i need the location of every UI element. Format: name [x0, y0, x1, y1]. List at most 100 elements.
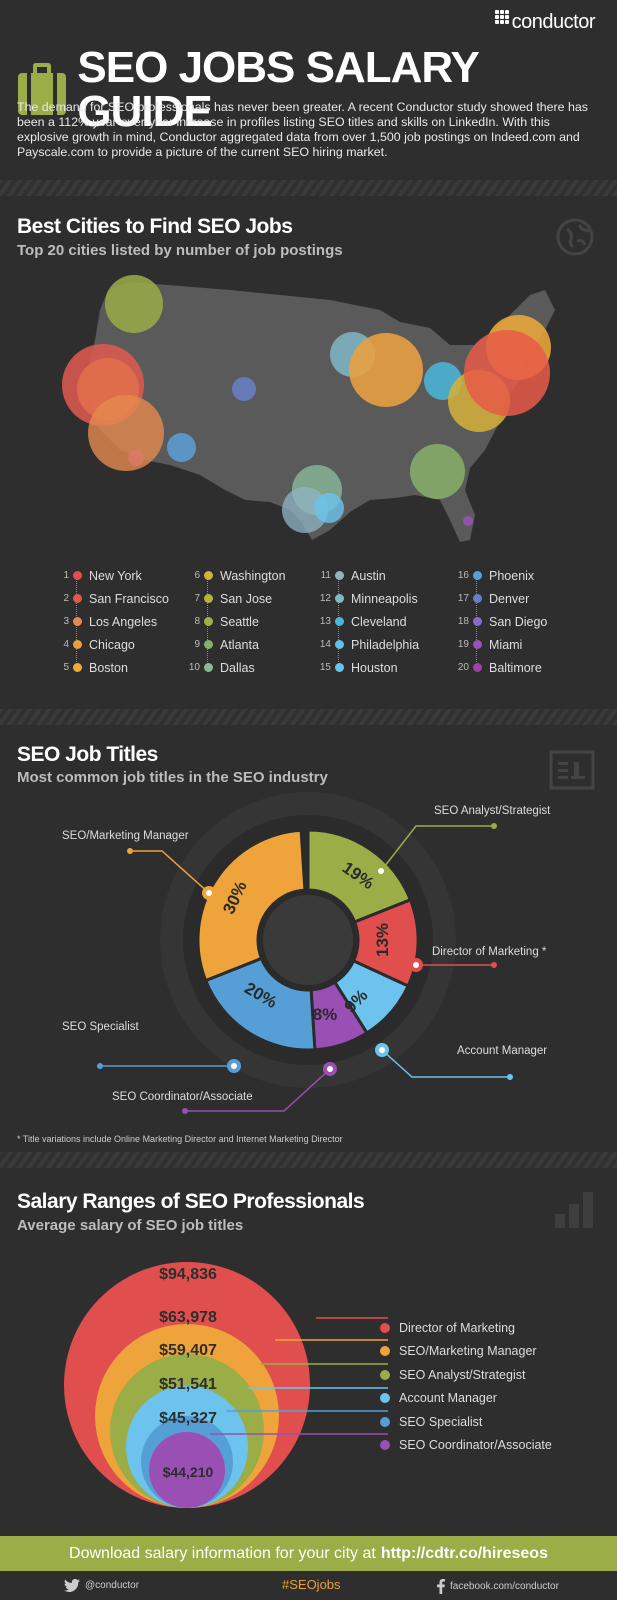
- city-dot-icon: [204, 571, 213, 580]
- cta-banner: Download salary information for your cit…: [0, 1536, 617, 1571]
- city-dot-icon: [473, 571, 482, 580]
- us-bubble-map: [0, 250, 617, 550]
- bubble-san-diego: [128, 450, 144, 466]
- city-list-item: 19 Miami: [457, 637, 523, 652]
- globe-icon: [555, 217, 595, 262]
- salary-subtitle: Average salary of SEO job titles: [17, 1217, 244, 1234]
- briefcase-icon: [18, 63, 66, 115]
- city-list-column-3: 11 Austin 12 Minneapolis 13 Cleveland 14 Phi…: [314, 564, 444, 679]
- city-dot-icon: [73, 617, 82, 626]
- city-dot-icon: [204, 663, 213, 672]
- label-account-manager: Account Manager: [457, 1045, 548, 1057]
- city-list-item: 5 Boston: [63, 660, 128, 675]
- city-list-item: 1 New York: [63, 568, 142, 583]
- legend-dot-icon: [380, 1440, 390, 1451]
- bar-chart-icon: [553, 1190, 595, 1233]
- svg-text:13%: 13%: [373, 923, 392, 957]
- city-list-item: 9 Atlanta: [194, 637, 259, 652]
- facebook-icon: [437, 1579, 445, 1594]
- cities-subtitle: Top 20 cities listed by number of job po…: [17, 242, 343, 259]
- bubble-new-york: [464, 330, 550, 416]
- legend-item: Director of Marketing: [380, 1316, 552, 1340]
- city-dot-icon: [335, 640, 344, 649]
- salary-nested-circles-chart: [64, 1262, 388, 1508]
- titles-title: SEO Job Titles: [17, 743, 158, 766]
- bubble-phoenix: [167, 433, 196, 462]
- conductor-logo: conductor: [494, 10, 596, 34]
- city-list-column-2: 6 Washington 7 San Jose 8 Seattle 9 Atlanta …: [183, 564, 313, 679]
- legend-dot-icon: [380, 1416, 390, 1427]
- legend-item: SEO Coordinator/Associate: [380, 1434, 552, 1458]
- city-dot-icon: [73, 571, 82, 580]
- legend-item: SEO Analyst/Strategist: [380, 1363, 552, 1387]
- cities-title: Best Cities to Find SEO Jobs: [17, 215, 293, 238]
- bubble-seattle: [105, 275, 163, 333]
- legend-dot-icon: [380, 1393, 390, 1404]
- city-list-item: 2 San Francisco: [63, 591, 169, 606]
- city-dot-icon: [73, 594, 82, 603]
- bubble-los-angeles: [88, 395, 164, 471]
- city-list-item: 3 Los Angeles: [63, 614, 158, 629]
- salary-value-analyst: $59,407: [159, 1342, 217, 1359]
- logo-mark-icon: [494, 10, 509, 24]
- label-seo-analyst-strategist: SEO Analyst/Strategist: [434, 805, 551, 817]
- label-director-of-marketing: Director of Marketing *: [432, 946, 547, 958]
- bubble-houston: [314, 493, 344, 523]
- city-dot-icon: [204, 617, 213, 626]
- bubble-denver: [232, 377, 256, 401]
- section-divider: [0, 709, 617, 725]
- city-dot-icon: [335, 594, 344, 603]
- legend-dot-icon: [380, 1369, 390, 1380]
- city-dot-icon: [204, 594, 213, 603]
- city-list-item: 17 Denver: [457, 591, 530, 606]
- salary-value-account: $51,541: [159, 1376, 217, 1393]
- page-title: SEO JOBS SALARY GUIDE: [77, 43, 479, 136]
- title-row: SEO JOBS SALARY GUIDE: [18, 46, 617, 134]
- city-dot-icon: [73, 663, 82, 672]
- cta-text: Download salary information for your cit…: [69, 1544, 376, 1562]
- label-seo-coordinator-associate: SEO Coordinator/Associate: [112, 1091, 253, 1103]
- city-dot-icon: [204, 640, 213, 649]
- job-titles-donut-chart: 19% 13% 9% 8% 20% 30%: [97, 792, 513, 1114]
- city-list-item: 12 Minneapolis: [319, 591, 418, 606]
- hashtag[interactable]: #SEOjobs: [282, 1577, 341, 1592]
- city-dot-icon: [335, 663, 344, 672]
- legend-item: SEO/Marketing Manager: [380, 1340, 552, 1364]
- twitter-link[interactable]: @conductor: [64, 1579, 139, 1592]
- facebook-link[interactable]: facebook.com/conductor: [437, 1579, 559, 1594]
- intro-text: The demand for SEO professionals has nev…: [17, 100, 588, 159]
- city-dot-icon: [473, 594, 482, 603]
- city-list-item: 16 Phoenix: [457, 568, 535, 583]
- city-dot-icon: [473, 617, 482, 626]
- city-dot-icon: [335, 617, 344, 626]
- salary-title: Salary Ranges of SEO Professionals: [17, 1190, 365, 1213]
- city-list-item: 8 Seattle: [194, 614, 259, 629]
- svg-text:8%: 8%: [313, 1005, 338, 1024]
- titles-subtitle: Most common job titles in the SEO indust…: [17, 769, 328, 786]
- legend-dot-icon: [380, 1346, 390, 1357]
- section-divider: [0, 180, 617, 196]
- salary-value-specialist: $45,327: [159, 1410, 217, 1427]
- brand-name: conductor: [511, 11, 596, 33]
- bubble-chicago: [349, 333, 423, 407]
- city-list-column-4: 16 Phoenix 17 Denver 18 San Diego 19 Miami 2…: [452, 564, 582, 679]
- city-dot-icon: [335, 571, 344, 580]
- section-divider: [0, 1152, 617, 1168]
- city-list-item: 7 San Jose: [194, 591, 273, 606]
- twitter-icon: [64, 1579, 80, 1592]
- city-list-item: 6 Washington: [194, 568, 286, 583]
- cta-link[interactable]: http://cdtr.co/hireseos: [380, 1544, 548, 1562]
- salary-legend: Director of Marketing SEO/Marketing Mana…: [380, 1316, 552, 1457]
- city-list-item: 4 Chicago: [63, 637, 135, 652]
- salary-value-manager: $63,978: [159, 1309, 217, 1326]
- city-list-item: 13 Cleveland: [319, 614, 407, 629]
- city-list-item: 14 Philadelphia: [319, 637, 420, 652]
- salary-value-director: $94,836: [159, 1266, 217, 1283]
- city-list-item: 18 San Diego: [457, 614, 548, 629]
- legend-item: Account Manager: [380, 1387, 552, 1411]
- city-dot-icon: [473, 640, 482, 649]
- bubble-atlanta: [410, 444, 465, 499]
- city-list-item: 20 Baltimore: [457, 660, 542, 675]
- id-card-icon: [549, 750, 595, 795]
